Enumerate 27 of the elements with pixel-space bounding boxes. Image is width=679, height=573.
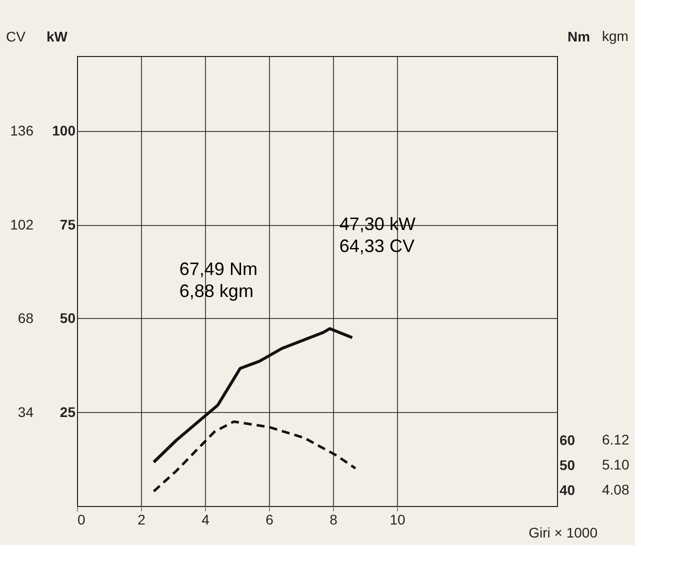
x-tick-label: 8 [330, 512, 338, 528]
y3-tick-label: 34 [18, 404, 34, 420]
y2-axis-title: Nm [568, 28, 590, 44]
y2-tick-label: 50 [560, 456, 576, 473]
line-series [152, 420, 357, 493]
y-axis-title: kW [46, 28, 68, 44]
y3-axis-title: CV [6, 28, 26, 44]
y-tick-label: 100 [52, 122, 76, 138]
text: 4.08 [602, 481, 630, 498]
text: kgm [602, 28, 628, 44]
x-tick-label: 10 [390, 512, 406, 528]
y-tick-label: 50 [60, 310, 76, 326]
y3-tick-label: 102 [10, 216, 34, 232]
y-tick-label: 25 [60, 404, 76, 420]
x-tick-label: 4 [202, 512, 210, 528]
x-tick-label: 0 [78, 512, 86, 528]
y2-tick-label: 60 [560, 432, 576, 448]
text: 6.12 [602, 431, 630, 448]
y2-tick-label: 40 [560, 482, 576, 498]
x-tick-label: 6 [266, 512, 274, 528]
x-axis-title: Giri × 1000 [528, 524, 598, 540]
x-tick-label: 2 [138, 512, 146, 528]
y3-tick-label: 68 [18, 310, 34, 326]
line-series [152, 327, 354, 464]
y3-tick-label: 136 [10, 122, 34, 138]
text: 5.10 [602, 456, 630, 472]
y-tick-label: 75 [60, 216, 76, 232]
